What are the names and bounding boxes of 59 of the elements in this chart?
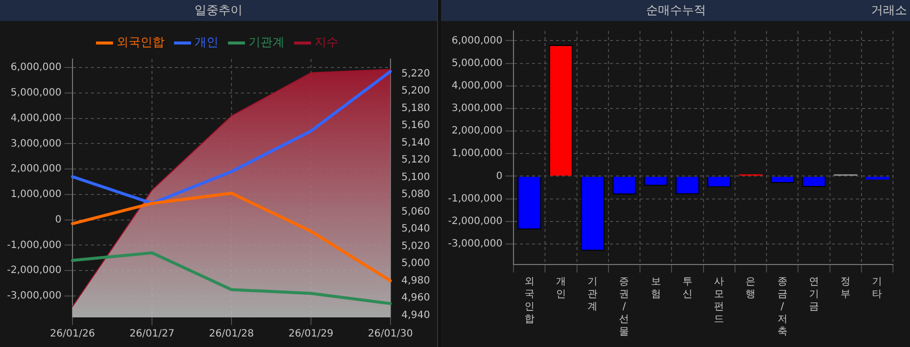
y-tick-label: 3,000,000 [452,103,502,114]
y-tick-label: 4,000,000 [10,112,62,124]
x-tick-label: 투신 [682,276,692,300]
y2-tick-label: 5,140 [401,137,430,148]
y2-tick-label: 5,200 [401,86,430,97]
y2-tick-label: 5,180 [401,102,430,114]
y-tick-label: 2,000,000 [452,126,502,137]
legend-label: 외국인합 [116,35,164,50]
y-tick-label: 4,000,000 [452,80,502,92]
y-tick-label: 3,000,000 [10,138,62,150]
y2-tick-label: 5,220 [401,68,430,80]
x-tick-label: 개인 [556,276,566,300]
text: 거래소 [871,2,907,19]
y-tick-label: 1,000,000 [10,189,62,200]
y-tick-label: -1,000,000 [6,240,62,251]
y-tick-label: -3,000,000 [448,238,502,250]
chart-title: 순매수누적 [646,3,706,17]
legend-label: 지수 [314,35,338,50]
y2-tick-label: 5,080 [401,189,430,200]
y-tick-label: -2,000,000 [6,265,62,276]
x-tick-label: 기타 [872,276,882,300]
y-tick-label: 0 [55,214,62,226]
x-tick-label: 증권/선물 [619,276,630,338]
x-tick-label: 은행 [746,276,756,300]
y2-tick-label: 4,980 [401,275,430,286]
chart-title: 일중추이 [194,3,242,17]
y-tick-label: -2,000,000 [448,216,502,227]
y2-tick-label: 5,120 [401,154,430,166]
y2-tick-label: 5,160 [401,120,430,132]
y2-tick-label: 5,100 [401,172,430,183]
x-tick-label: 사모펀드 [714,276,724,325]
y2-tick-label: 4,940 [401,310,430,321]
legend-label: 기관계 [248,35,284,50]
y-tick-label: 0 [496,170,502,182]
x-tick-label: 외국인합 [524,276,534,325]
x-tick-label: 보험 [650,276,661,300]
y2-tick-label: 5,040 [401,224,430,235]
x-tick-label: 26/01/26 [50,328,95,340]
y-tick-label: 6,000,000 [452,35,502,46]
y-tick-label: 5,000,000 [452,58,502,69]
y-tick-label: -1,000,000 [448,193,502,204]
y2-tick-label: 5,000 [401,258,430,270]
x-tick-label: 연기금 [808,276,819,312]
y-tick-label: 6,000,000 [10,62,62,74]
legend-label: 개인 [194,35,218,50]
y2-tick-label: 4,960 [401,292,430,304]
x-tick-label: 26/01/29 [288,328,334,340]
y-tick-label: 2,000,000 [10,164,62,175]
x-tick-label: 26/01/27 [130,328,174,340]
y2-tick-label: 5,020 [401,240,430,252]
x-tick-label: 정부 [840,276,851,300]
x-tick-label: 26/01/30 [368,328,413,340]
y-tick-label: 5,000,000 [10,88,62,99]
x-tick-label: 26/01/28 [208,328,254,340]
x-tick-label: 종금/저축 [777,276,788,338]
y-tick-label: -3,000,000 [6,290,62,302]
y-tick-label: 1,000,000 [452,148,502,160]
y2-tick-label: 5,060 [401,206,430,218]
x-tick-label: 기관계 [588,276,598,312]
